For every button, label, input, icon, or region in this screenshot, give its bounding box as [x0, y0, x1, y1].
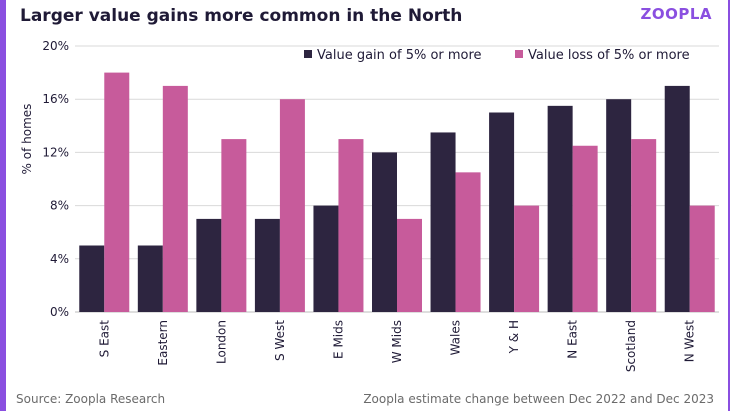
bar-value-loss	[104, 72, 130, 312]
y-tick-label: 12%	[42, 145, 69, 159]
x-tick-label: S West	[273, 320, 287, 361]
bar-value-loss	[338, 139, 364, 312]
bar-value-gain	[547, 105, 573, 312]
source-note: Source: Zoopla Research	[16, 392, 166, 406]
date-range-note: Zoopla estimate change between Dec 2022 …	[363, 392, 714, 406]
bar-value-gain	[196, 218, 222, 312]
legend-label: Value gain of 5% or more	[317, 48, 482, 63]
bar-value-loss	[162, 85, 188, 313]
bar-value-gain	[372, 152, 397, 312]
legend-swatch	[304, 50, 312, 58]
bar-value-loss	[279, 99, 305, 312]
y-tick-label: 4%	[50, 252, 69, 266]
zoopla-logo: ZOOPLA	[640, 5, 712, 23]
x-tick-label: N East	[566, 320, 580, 359]
legend-swatch	[515, 50, 523, 58]
y-tick-label: 0%	[50, 305, 69, 319]
bar-value-gain	[254, 218, 280, 312]
bar-value-loss	[572, 145, 598, 312]
legend-label: Value loss of 5% or more	[528, 48, 690, 63]
y-tick-label: 8%	[50, 199, 69, 213]
x-tick-label: Scotland	[624, 320, 638, 372]
bar-value-gain	[137, 245, 163, 312]
x-tick-label: Y & H	[507, 320, 521, 354]
bar-value-loss	[514, 205, 540, 312]
bar-chart: 0% 4% 8% 12% 16% 20% % of homes S East Eastern Lo…	[20, 39, 719, 372]
x-tick-label: W Mids	[390, 320, 404, 363]
bar-value-gain	[664, 85, 690, 313]
bar-value-loss	[689, 205, 715, 312]
x-tick-label: Wales	[449, 320, 463, 355]
x-tick-label: Eastern	[156, 320, 170, 366]
bar-value-gain	[313, 205, 339, 312]
bar-value-gain	[489, 112, 515, 312]
bar-value-gain	[430, 132, 456, 312]
bar-value-loss	[221, 139, 247, 312]
x-tick-label: S East	[97, 320, 111, 358]
bar-value-loss	[397, 218, 422, 312]
x-tick-label: N West	[683, 320, 697, 363]
bar-value-gain	[606, 99, 632, 312]
bar-value-gain	[79, 245, 105, 312]
chart-title: Larger value gains more common in the No…	[20, 6, 463, 26]
x-tick-label: London	[214, 320, 228, 364]
y-tick-label: 20%	[42, 39, 69, 53]
bar-value-loss	[631, 139, 657, 312]
x-tick-label: E Mids	[331, 320, 345, 359]
y-axis-label: % of homes	[20, 104, 34, 175]
bar-value-loss	[455, 172, 481, 312]
y-tick-label: 16%	[42, 92, 69, 106]
